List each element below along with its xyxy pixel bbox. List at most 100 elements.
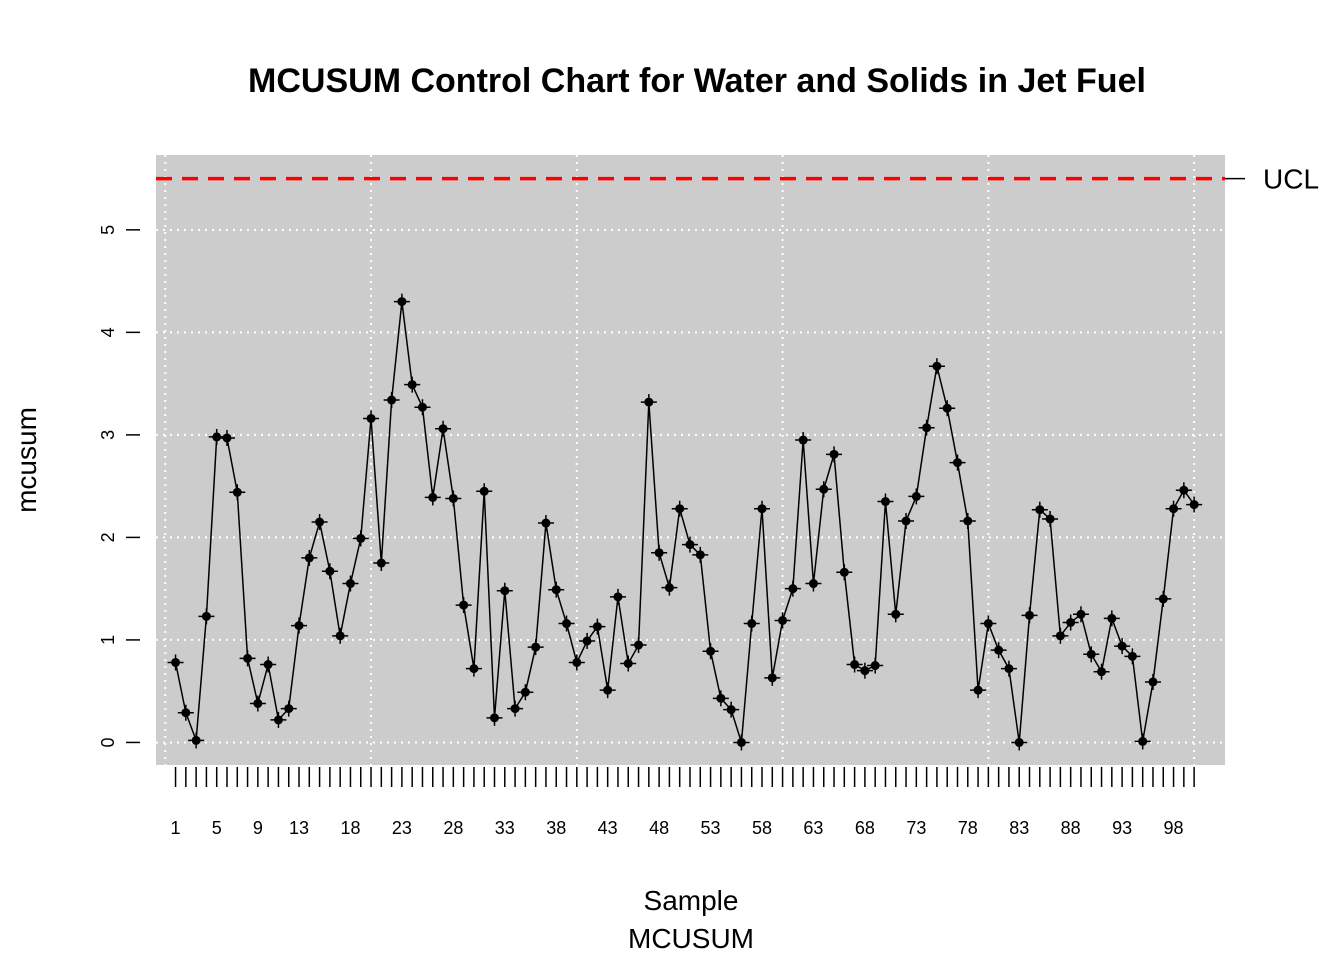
x-axis-subtitle: MCUSUM [628, 923, 754, 954]
x-tick-label: 93 [1112, 818, 1132, 838]
x-axis: 1 5 9 13 18 23 28 33 38 43 48 53 58 63 68 73 78 83 88 93 98 [171, 767, 1195, 838]
data-point [1042, 510, 1059, 527]
y-tick-label: 5 [98, 225, 118, 235]
data-point [589, 618, 606, 635]
data-point [1062, 614, 1079, 631]
data-point [1021, 607, 1038, 624]
data-point [527, 639, 544, 656]
data-point [826, 446, 843, 463]
x-tick-label: 43 [598, 818, 618, 838]
data-point [404, 376, 421, 393]
data-point [198, 608, 215, 625]
data-point [393, 293, 410, 310]
data-point [651, 544, 668, 561]
x-tick-label: 53 [701, 818, 721, 838]
data-point [1144, 673, 1161, 690]
data-point [383, 392, 400, 409]
data-point [764, 669, 781, 686]
y-tick-label: 3 [98, 430, 118, 440]
data-point [836, 564, 853, 581]
data-point [537, 515, 554, 532]
x-tick-label: 18 [340, 818, 360, 838]
x-tick-label: 1 [171, 818, 181, 838]
y-tick-label: 1 [98, 635, 118, 645]
data-point [568, 654, 585, 671]
data-point [208, 428, 225, 445]
ucl-group: UCL [156, 164, 1319, 195]
x-tick-label: 38 [546, 818, 566, 838]
data-point [424, 489, 441, 506]
data-point [363, 410, 380, 427]
data-point [805, 575, 822, 592]
x-tick-label: 9 [253, 818, 263, 838]
data-point [733, 734, 750, 751]
data-point [301, 549, 318, 566]
data-point [1011, 734, 1028, 751]
data-point [795, 432, 812, 449]
data-point [1000, 660, 1017, 677]
data-point [918, 419, 935, 436]
x-tick-label: 98 [1164, 818, 1184, 838]
data-point [856, 662, 873, 679]
data-point [671, 500, 688, 517]
data-point [579, 632, 596, 649]
plot-panel [156, 155, 1225, 765]
data-point [1093, 663, 1110, 680]
data-point [1083, 646, 1100, 663]
data-point [260, 656, 277, 673]
grid-lines [156, 155, 1225, 765]
data-point [723, 701, 740, 718]
series-line [174, 301, 1195, 743]
data-point [311, 514, 328, 531]
data-point [898, 513, 915, 529]
data-point [928, 358, 945, 375]
data-point [1114, 638, 1131, 655]
data-point [980, 615, 997, 632]
data-point [990, 642, 1007, 659]
ucl-label: UCL [1263, 164, 1319, 195]
data-point [949, 454, 966, 471]
data-point [754, 500, 771, 517]
x-tick-label: 68 [855, 818, 875, 838]
data-point [321, 563, 338, 580]
x-tick-label: 63 [803, 818, 823, 838]
data-point [1052, 627, 1069, 644]
x-tick-label: 33 [495, 818, 515, 838]
data-point [270, 711, 287, 728]
data-point [959, 513, 976, 529]
data-point [352, 530, 369, 547]
data-point [887, 606, 904, 623]
data-point [692, 546, 709, 563]
data-point [373, 555, 390, 572]
data-point [661, 579, 678, 596]
data-point [743, 615, 760, 632]
chart-title: MCUSUM Control Chart for Water and Solid… [248, 62, 1146, 100]
data-point [496, 582, 513, 599]
y-axis: 0 1 2 3 4 5 [98, 225, 140, 747]
y-axis-label: mcusum [11, 407, 42, 513]
data-point [414, 399, 431, 416]
data-point [342, 575, 359, 592]
x-tick-label: 58 [752, 818, 772, 838]
data-point [1103, 610, 1120, 627]
x-axis-label: Sample [644, 885, 739, 916]
data-point [229, 484, 246, 501]
data-point [476, 483, 493, 500]
data-point [1155, 590, 1172, 607]
data-point [177, 704, 194, 721]
data-point [517, 684, 534, 701]
data-point [599, 682, 616, 699]
x-tick-label: 83 [1009, 818, 1029, 838]
data-point [167, 654, 184, 671]
data-point [239, 650, 256, 667]
data-point [455, 597, 472, 614]
data-point [1031, 501, 1048, 518]
data-point [702, 643, 719, 660]
data-point [1186, 496, 1203, 513]
x-tick-label: 48 [649, 818, 669, 838]
data-point [712, 690, 729, 707]
x-tick-label: 73 [906, 818, 926, 838]
x-tick-label: 5 [212, 818, 222, 838]
y-tick-label: 4 [98, 327, 118, 337]
